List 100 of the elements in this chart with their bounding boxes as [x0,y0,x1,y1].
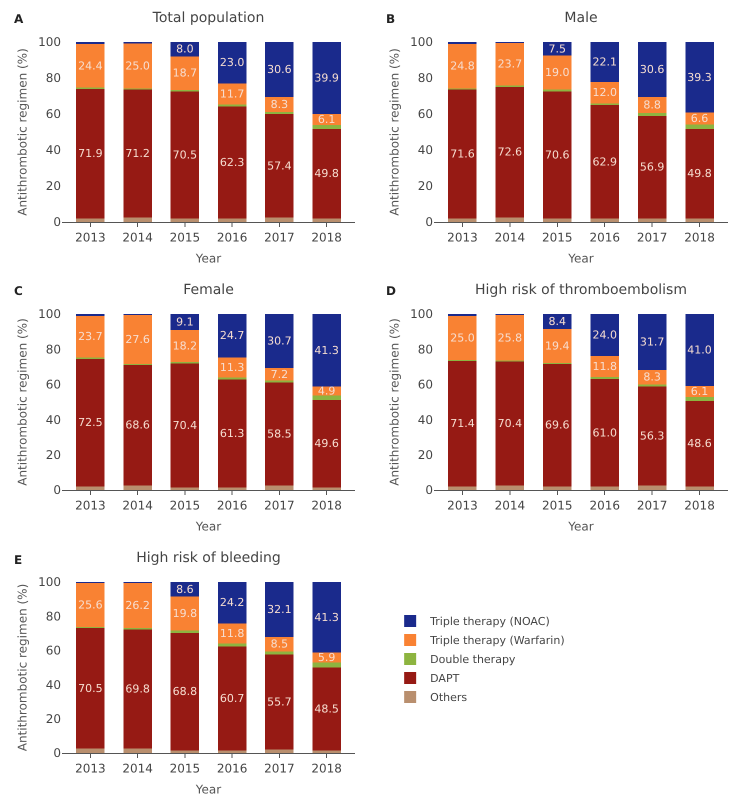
data-label: 24.0 [592,328,617,342]
data-label: 70.6 [545,148,570,162]
data-label: 12.0 [592,86,617,100]
data-label: 55.7 [267,695,292,708]
x-tick-label: 2013 [447,498,478,512]
bar [448,218,477,222]
y-axis-title: Antithrombotic regimen (%) [15,48,30,216]
bar [218,750,246,753]
data-label: 8.3 [270,98,288,112]
data-label: 72.6 [498,146,522,159]
data-label: 61.0 [592,426,617,440]
y-tick-label: 20 [46,448,61,462]
x-tick-label: 2018 [311,230,342,244]
y-tick-label: 60 [46,378,61,392]
bar [685,400,714,486]
x-tick-label: 2018 [684,498,715,512]
data-label: 71.9 [78,147,103,160]
chart-title: High risk of bleeding [136,550,281,566]
data-label: 56.9 [640,160,664,174]
bar [590,42,619,82]
y-tick-label: 80 [46,342,61,356]
bar [590,486,619,490]
x-tick-label: 2015 [542,230,573,244]
bar [448,360,477,486]
bar [123,315,152,364]
bar [170,56,200,90]
x-tick-label: 2013 [75,230,106,244]
bar [312,400,341,488]
data-label: 9.1 [176,316,194,329]
data-label: 69.6 [545,418,570,432]
y-tick-label: 0 [53,746,61,760]
y-tick-label: 20 [46,712,61,726]
chart-title: High risk of thromboembolism [475,282,687,298]
data-label: 30.6 [640,63,664,76]
y-tick-label: 60 [418,107,433,122]
data-label: 60.7 [220,692,244,706]
y-tick-label: 0 [53,483,61,498]
bar [265,314,294,368]
bar [218,83,246,104]
bar [265,750,294,753]
bar [496,86,524,218]
data-label: 62.3 [220,156,244,169]
y-tick-label: 80 [418,71,433,86]
bar [218,644,246,647]
data-label: 11.7 [220,87,244,100]
bar [76,316,105,358]
data-label: 19.4 [545,339,570,352]
bar [218,379,246,488]
x-tick-label: 2015 [170,498,200,512]
data-label: 24.2 [220,596,244,610]
data-label: 24.8 [450,60,475,73]
data-label: 8.3 [643,370,661,384]
data-label: 70.5 [78,682,103,695]
data-label: 7.5 [548,42,566,56]
y-axis-title: Antithrombotic regimen (%) [387,318,402,486]
bar [170,487,200,490]
data-label: 8.5 [270,638,288,651]
chart-title: Female [183,282,234,298]
bar [590,218,619,222]
legend-label: Double therapy [430,653,516,666]
bar [543,56,572,90]
bar [685,486,714,490]
data-label: 32.1 [267,602,292,616]
bar [685,396,714,401]
bar [638,42,666,98]
bar [218,314,246,358]
bar [312,582,341,653]
data-label: 70.4 [172,418,198,432]
bar [76,88,105,218]
bar [638,218,666,222]
bar [123,43,152,88]
bar [685,314,714,386]
bar [312,750,341,753]
y-tick-label: 40 [46,412,61,427]
bar [218,582,246,624]
bar [448,486,477,490]
legend-label: DAPT [430,672,460,686]
bar [638,112,666,116]
bar [496,42,524,86]
y-tick-label: 80 [46,609,61,624]
y-axis-title: Antithrombotic regimen (%) [15,318,30,486]
bar [218,487,246,490]
data-label: 25.0 [125,59,150,72]
bar [76,583,105,627]
y-tick-label: 80 [418,342,433,356]
data-label: 6.1 [318,112,336,126]
data-label: 71.6 [450,147,475,160]
x-axis-title: Year [194,251,222,266]
data-label: 5.9 [318,651,336,664]
chart-title: Male [564,10,598,26]
x-axis-title: Year [194,519,222,534]
data-label: 57.4 [267,159,292,172]
data-label: 49.8 [687,167,712,180]
data-label: 62.9 [592,155,617,168]
data-label: 19.0 [545,66,570,80]
y-tick-label: 0 [425,483,433,498]
bar [265,582,294,637]
bar [685,218,714,222]
data-label: 39.3 [687,70,712,84]
x-tick-label: 2016 [216,498,248,512]
